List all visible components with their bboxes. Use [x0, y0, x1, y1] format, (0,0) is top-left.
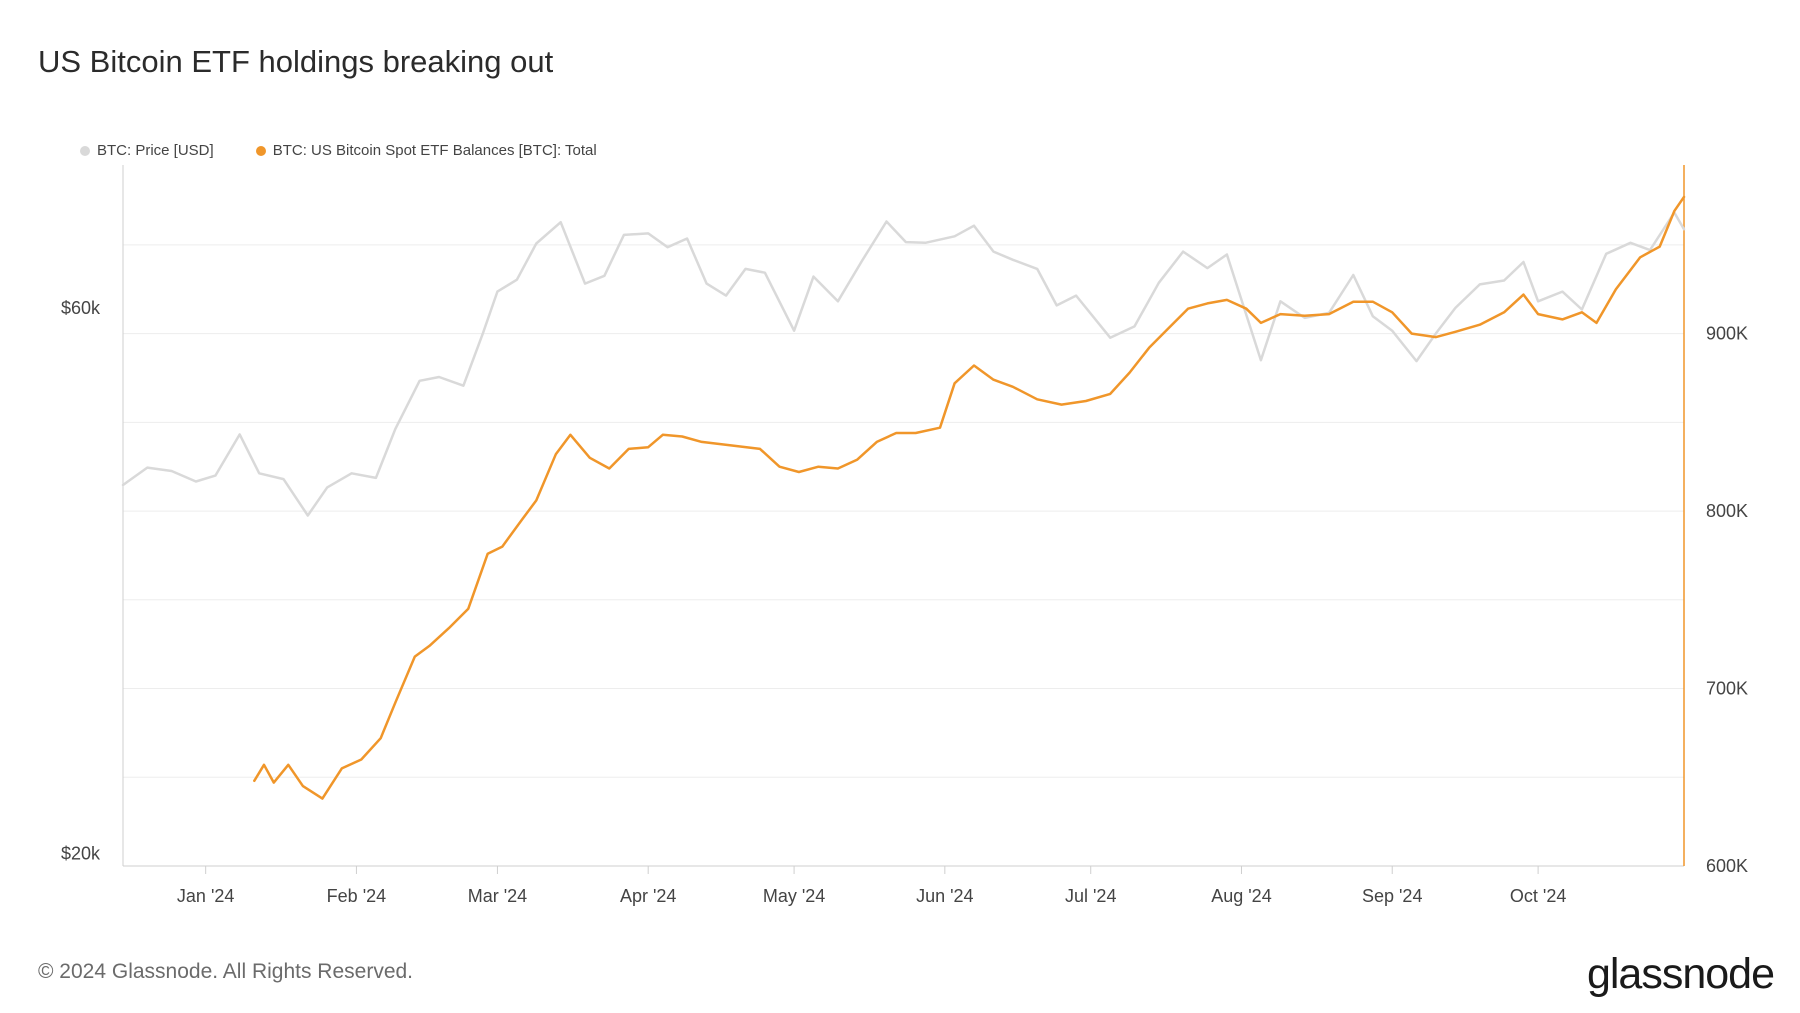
y-right-tick-label-3: 900K: [1706, 324, 1748, 344]
x-tick-label-7: Aug '24: [1211, 886, 1272, 906]
x-tick-label-8: Sep '24: [1362, 886, 1423, 906]
legend-item-etf[interactable]: BTC: US Bitcoin Spot ETF Balances [BTC]:…: [255, 142, 597, 159]
legend: BTC: Price [USD] BTC: US Bitcoin Spot ET…: [80, 142, 597, 159]
glassnode-logo: glassnode: [1586, 950, 1775, 998]
series-line-price: [121, 211, 1686, 517]
y-right-tick-label-0: 600K: [1706, 856, 1748, 876]
y-left-tick-label-1: $60k: [61, 298, 101, 318]
x-tick-label-3: Apr '24: [620, 886, 676, 906]
series-line-etf: [253, 195, 1686, 800]
x-tick-label-1: Feb '24: [327, 886, 386, 906]
x-tick-label-9: Oct '24: [1510, 886, 1566, 906]
y-left-tick-label-0: $20k: [61, 843, 101, 863]
x-tick-label-6: Jul '24: [1065, 886, 1116, 906]
copyright-footer: © 2024 Glassnode. All Rights Reserved.: [38, 960, 414, 983]
legend-dot-etf: [255, 145, 266, 156]
chart-title: US Bitcoin ETF holdings breaking out: [38, 44, 554, 79]
x-tick-label-5: Jun '24: [916, 886, 973, 906]
y-right-tick-label-2: 800K: [1706, 501, 1748, 521]
x-tick-label-2: Mar '24: [468, 886, 527, 906]
legend-label-price: BTC: Price [USD]: [97, 142, 214, 159]
legend-item-price[interactable]: BTC: Price [USD]: [80, 142, 214, 159]
legend-label-etf: BTC: US Bitcoin Spot ETF Balances [BTC]:…: [272, 142, 597, 159]
x-tick-label-4: May '24: [763, 886, 825, 906]
y-right-tick-label-1: 700K: [1706, 679, 1748, 699]
x-tick-label-0: Jan '24: [177, 886, 234, 906]
legend-dot-price: [80, 145, 90, 156]
